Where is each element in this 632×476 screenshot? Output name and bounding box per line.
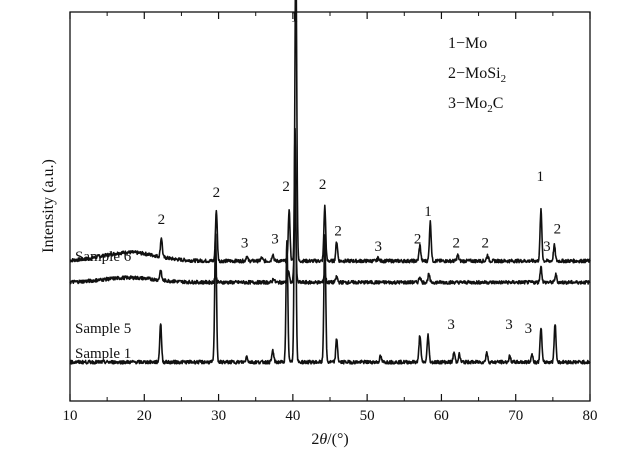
- series-line-sample-6: [69, 0, 591, 264]
- x-tick-label: 50: [360, 408, 375, 424]
- peak-label: 2: [319, 177, 327, 193]
- y-axis-title: Intensity (a.u.): [40, 159, 57, 253]
- peak-label: 3: [271, 231, 279, 247]
- peak-label: 2: [453, 235, 461, 251]
- peak-label: 2: [482, 235, 490, 251]
- x-tick-label: 80: [583, 408, 598, 424]
- x-axis-title-theta: θ: [319, 431, 327, 448]
- peak-label: 2: [282, 179, 290, 195]
- peak-label: 2: [334, 224, 342, 240]
- x-axis-title: 2θ/(°): [311, 431, 348, 448]
- peak-label: 1: [424, 204, 432, 220]
- legend-item-mo2c-tail: C: [493, 95, 504, 112]
- legend-item-mosi2-dash: −: [456, 65, 465, 82]
- peak-label: 3: [505, 317, 513, 333]
- peak-label: 2: [158, 212, 166, 228]
- x-tick-label: 60: [434, 408, 449, 424]
- x-tick-labels: 10 20 30 40 50 60 70 80: [63, 408, 598, 424]
- x-tick-label: 10: [63, 408, 78, 424]
- peak-label: 3: [447, 317, 455, 333]
- legend-item-mo-formula: Mo: [465, 35, 487, 52]
- legend-item-mo: 1−Mo: [448, 35, 487, 52]
- x-axis-title-part-1: 2: [311, 431, 319, 448]
- legend-item-mosi2: 2−MoSi2: [448, 65, 506, 85]
- legend-item-mo2c-dash: −: [456, 95, 465, 112]
- peak-label: 1: [291, 10, 299, 26]
- peak-label: 3: [543, 239, 551, 255]
- legend-item-mosi2-formula: MoSi: [465, 65, 501, 82]
- legend-item-mo2c: 3−Mo2C: [448, 95, 503, 115]
- x-axis-title-unit: /(°): [327, 431, 349, 448]
- sample-label: Sample 5: [75, 321, 131, 337]
- x-tick-label: 20: [137, 408, 152, 424]
- legend-item-mosi2-sub: 2: [501, 73, 507, 85]
- sample-labels: Sample 6 Sample 5 Sample 1: [75, 249, 132, 362]
- series-line-sample-1: [69, 127, 591, 365]
- legend-item-mo2c-number: 3: [448, 95, 456, 112]
- plot-frame: [69, 11, 591, 402]
- peak-label: 3: [241, 235, 249, 251]
- legend-item-mosi2-number: 2: [448, 65, 456, 82]
- legend-item-mo2c-sub: 2: [487, 103, 493, 115]
- axis-ticks: [69, 12, 591, 401]
- peak-label: 3: [375, 239, 383, 255]
- sample-label: Sample 1: [75, 346, 131, 362]
- x-tick-label: 30: [211, 408, 226, 424]
- peak-label: 2: [554, 222, 562, 238]
- series-layer: [69, 0, 591, 365]
- legend-item-mo-dash: −: [456, 35, 465, 52]
- peak-label: 1: [536, 169, 544, 185]
- x-tick-label: 70: [508, 408, 523, 424]
- sample-label: Sample 6: [75, 249, 132, 265]
- peak-label: 2: [213, 185, 221, 201]
- peak-label: 2: [414, 231, 422, 247]
- x-tick-label: 40: [285, 408, 300, 424]
- legend: 1−Mo 2−MoSi2 3−Mo2C: [448, 35, 506, 115]
- legend-item-mo-number: 1: [448, 35, 456, 52]
- legend-item-mo2c-formula: Mo: [465, 95, 487, 112]
- peak-label: 3: [525, 321, 533, 337]
- series-line-sample-5: [69, 205, 591, 285]
